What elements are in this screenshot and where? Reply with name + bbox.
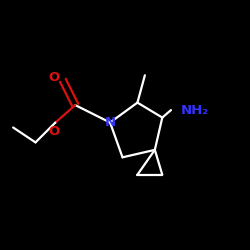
Text: NH₂: NH₂ [181,104,209,117]
Text: O: O [48,126,60,138]
Text: O: O [48,71,60,84]
Text: N: N [104,116,116,129]
